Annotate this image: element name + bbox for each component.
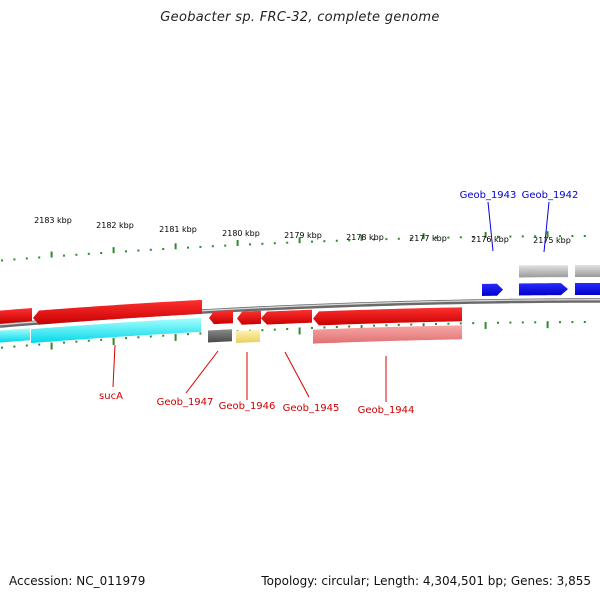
scale-labels: 2183 kbp 2182 kbp 2181 kbp 2180 kbp 2179 kbp… [34, 216, 571, 245]
gene-Geob_1946 [237, 310, 261, 325]
gene-label-red: Geob_1944 [358, 405, 415, 416]
scale-label: 2180 kbp [222, 229, 260, 238]
scale-label: 2178 kbp [346, 233, 384, 242]
scale-label: 2179 kbp [284, 231, 322, 240]
gene-red-partial [0, 308, 32, 324]
scale-ticks-top [1, 231, 586, 262]
gene-label-red: sucA [99, 391, 123, 402]
feature-pink [313, 325, 462, 344]
feature-gray-partial [575, 265, 600, 278]
gene-blue-partial [575, 283, 600, 296]
gene-labels: sucA Geob_1947 Geob_1946 Geob_1945 Geob_1944… [99, 190, 578, 416]
gene-Geob_1947 [209, 310, 233, 325]
scale-label: 2181 kbp [159, 225, 197, 234]
leader-line-blue [487, 201, 494, 252]
feature-cyan-partial [0, 328, 30, 343]
leader-line-blue [543, 201, 550, 253]
page-title: Geobacter sp. FRC-32, complete genome [160, 10, 440, 25]
leader-line-red [112, 344, 116, 388]
feature-dark [208, 329, 232, 343]
gene-label-red: Geob_1947 [157, 397, 214, 408]
gene-label-red: Geob_1946 [219, 401, 276, 412]
gene-sucA [33, 299, 202, 325]
scale-label: 2182 kbp [96, 221, 134, 230]
leader-line-red [284, 351, 310, 398]
leader-line-red [185, 350, 219, 394]
gene-Geob_1945 [261, 309, 312, 325]
gene-Geob_1943 [482, 283, 503, 296]
gene-label-red: Geob_1945 [283, 403, 340, 414]
scale-label: 2183 kbp [34, 216, 72, 225]
genome-summary-text: Topology: circular; Length: 4,304,501 bp… [261, 574, 591, 588]
gene-label-blue: Geob_1942 [522, 190, 579, 201]
feature-yellow [236, 329, 260, 344]
scale-label: 2175 kbp [533, 236, 571, 245]
accession-text: Accession: NC_011979 [9, 574, 146, 588]
label-leader-lines [112, 201, 550, 402]
feature-cyan [31, 317, 201, 344]
scale-label: 2177 kbp [409, 234, 447, 243]
gene-label-blue: Geob_1943 [460, 190, 517, 201]
feature-gray [519, 265, 568, 278]
feature-track [0, 265, 600, 344]
gene-Geob_1942 [519, 283, 568, 296]
scale-label: 2176 kbp [471, 235, 509, 244]
gene-Geob_1944 [313, 307, 462, 326]
